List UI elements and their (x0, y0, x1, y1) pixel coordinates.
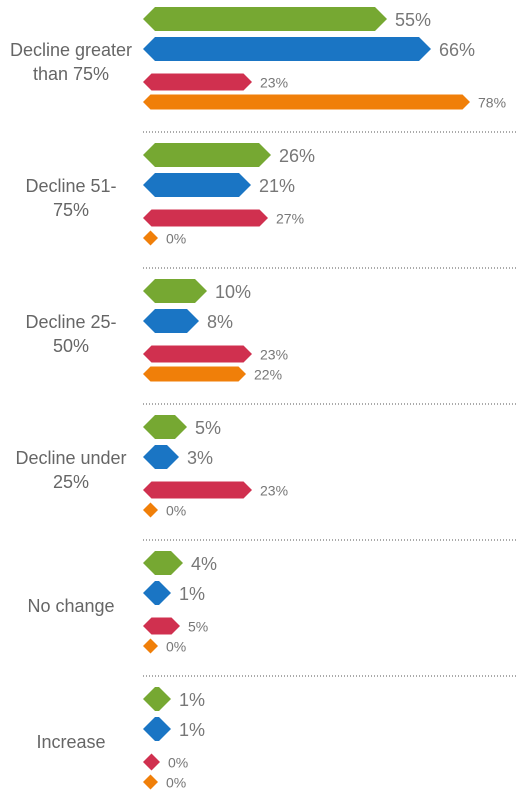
value-label: 23% (260, 75, 288, 91)
value-label: 55% (395, 10, 431, 30)
value-label: 1% (179, 720, 205, 740)
bar (143, 309, 199, 333)
bar (143, 7, 387, 31)
category-label: Increase (36, 732, 106, 752)
bar (143, 774, 158, 790)
value-label: 8% (207, 312, 233, 332)
bar (143, 638, 158, 654)
bar (143, 753, 160, 771)
bar (143, 73, 252, 91)
value-label: 3% (187, 448, 213, 468)
value-label: 5% (188, 619, 208, 635)
value-label: 0% (168, 755, 188, 771)
value-label: 0% (166, 231, 186, 247)
bar (143, 366, 246, 382)
value-label: 10% (215, 282, 251, 302)
value-label: 5% (195, 418, 221, 438)
bar (143, 94, 470, 110)
bar (143, 481, 252, 499)
bar (143, 345, 252, 363)
category-label: Decline 51-75% (25, 176, 117, 220)
value-label: 0% (166, 775, 186, 791)
category-label: Decline under 25% (15, 448, 127, 492)
value-label: 26% (279, 146, 315, 166)
category-label: Decline greater than 75% (9, 40, 133, 84)
bar (143, 617, 180, 635)
value-label: 0% (166, 503, 186, 519)
value-label: 4% (191, 554, 217, 574)
bar (143, 502, 158, 518)
bar (143, 445, 179, 469)
bar (143, 551, 183, 575)
bar (143, 415, 187, 439)
value-label: 66% (439, 40, 475, 60)
category-label: Decline 25-50% (25, 312, 117, 356)
bar (143, 37, 431, 61)
bar (143, 279, 207, 303)
bar (143, 209, 268, 227)
value-label: 23% (260, 483, 288, 499)
value-label: 21% (259, 176, 295, 196)
value-label: 78% (478, 95, 506, 111)
bar (143, 143, 271, 167)
bar (143, 173, 251, 197)
value-label: 1% (179, 690, 205, 710)
value-label: 23% (260, 347, 288, 363)
value-label: 0% (166, 639, 186, 655)
value-label: 22% (254, 367, 282, 383)
category-label: No change (27, 596, 115, 616)
bar (143, 687, 171, 711)
bar (143, 717, 171, 741)
value-label: 1% (179, 584, 205, 604)
value-label: 27% (276, 211, 304, 227)
bar (143, 230, 158, 246)
bar (143, 581, 171, 605)
